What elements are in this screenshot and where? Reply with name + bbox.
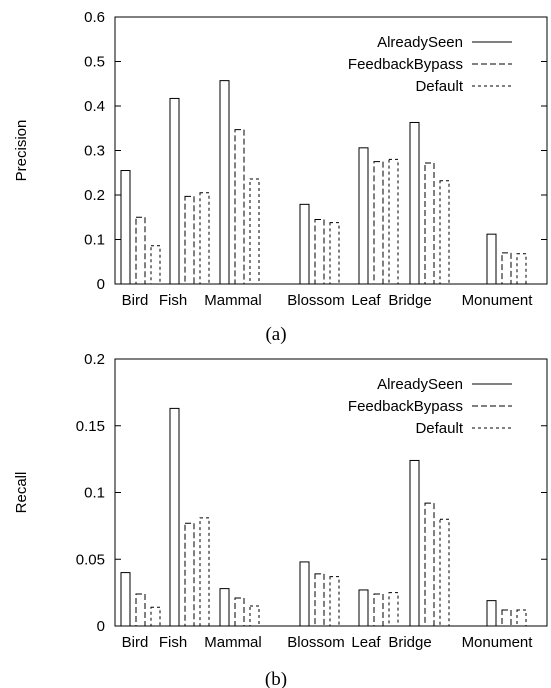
- y-tick-label: 0.2: [84, 187, 105, 204]
- x-tick-label: Mammal: [204, 634, 262, 651]
- bar-monument-default: [516, 253, 527, 285]
- bar-monument-default: [516, 609, 527, 627]
- bar-blossom-feedbackbypass: [314, 218, 325, 285]
- bar-monument-alreadyseen: [486, 600, 497, 627]
- bar-bird-feedbackbypass: [135, 593, 146, 627]
- bar-mammal-default: [249, 605, 260, 627]
- bar-bridge-alreadyseen: [409, 459, 420, 627]
- y-tick-label: 0.3: [84, 143, 105, 160]
- y-tick-label: 0.2: [84, 351, 105, 368]
- y-axis-label: Precision: [13, 120, 30, 182]
- x-tick-label: Bridge: [388, 634, 431, 651]
- bar-fish-alreadyseen: [169, 97, 180, 285]
- bar-bridge-alreadyseen: [409, 121, 420, 285]
- bar-leaf-feedbackbypass: [373, 161, 384, 285]
- plot-frame: [114, 16, 548, 285]
- x-tick-label: Fish: [159, 634, 187, 651]
- bar-leaf-default: [388, 592, 399, 627]
- bar-blossom-alreadyseen: [299, 203, 310, 285]
- bar-bridge-default: [439, 518, 450, 627]
- y-tick-label: 0.5: [84, 54, 105, 71]
- y-tick-label: 0.05: [76, 551, 105, 568]
- legend-label: AlreadySeen: [377, 34, 463, 51]
- bar-bridge-feedbackbypass: [424, 502, 435, 627]
- bar-mammal-alreadyseen: [219, 80, 230, 285]
- bar-mammal-default: [249, 178, 260, 285]
- bar-fish-alreadyseen: [169, 407, 180, 627]
- bar-blossom-default: [329, 576, 340, 627]
- bar-leaf-alreadyseen: [358, 147, 369, 285]
- chart-recall: 0 0.05 0.1 0.15 0.2 Recall Bird Fish Mammal Bloss…: [13, 351, 548, 688]
- x-tick-label: Bridge: [388, 292, 431, 309]
- y-tick-label: 0.6: [84, 9, 105, 26]
- y-tick-label: 0.15: [76, 418, 105, 435]
- x-tick-label: Monument: [462, 292, 534, 309]
- x-tick-label: Fish: [159, 292, 187, 309]
- bar-bird-default: [150, 606, 161, 627]
- x-tick-label: Blossom: [287, 292, 345, 309]
- bar-fish-feedbackbypass: [184, 522, 195, 627]
- bar-monument-feedbackbypass: [501, 609, 512, 627]
- legend-label: FeedbackBypass: [348, 398, 463, 415]
- bar-bird-alreadyseen: [120, 572, 131, 627]
- x-tick-label: Bird: [122, 634, 149, 651]
- bar-bird-feedbackbypass: [135, 216, 146, 285]
- bar-leaf-feedbackbypass: [373, 593, 384, 627]
- bar-fish-feedbackbypass: [184, 195, 195, 285]
- x-tick-label: Bird: [122, 292, 149, 309]
- bar-leaf-alreadyseen: [358, 589, 369, 627]
- y-tick-label: 0: [97, 618, 105, 635]
- bar-bridge-feedbackbypass: [424, 162, 435, 285]
- figure-caption: (b): [265, 669, 287, 688]
- bar-monument-feedbackbypass: [501, 252, 512, 285]
- bar-blossom-default: [329, 222, 340, 285]
- plot-frame: [114, 358, 548, 627]
- bar-mammal-alreadyseen: [219, 588, 230, 627]
- bar-bridge-default: [439, 180, 450, 285]
- x-tick-label: Mammal: [204, 292, 262, 309]
- y-tick-label: 0.1: [84, 485, 105, 502]
- figure-caption: (a): [265, 324, 286, 345]
- bar-fish-default: [199, 192, 210, 285]
- y-tick-label: 0: [97, 276, 105, 293]
- x-tick-label: Leaf: [351, 634, 381, 651]
- bar-monument-alreadyseen: [486, 233, 497, 285]
- bar-fish-default: [199, 517, 210, 627]
- y-tick-label: 0.1: [84, 232, 105, 249]
- bar-bird-default: [150, 245, 161, 285]
- y-axis-label: Recall: [13, 472, 30, 514]
- bar-blossom-alreadyseen: [299, 561, 310, 627]
- bar-blossom-feedbackbypass: [314, 573, 325, 627]
- x-tick-label: Leaf: [351, 292, 381, 309]
- bar-mammal-feedbackbypass: [234, 597, 245, 627]
- chart-precision: 0 0.1 0.2 0.3 0.4 0.5 0.6 Precision Bird Fish Mamm…: [13, 9, 548, 345]
- legend-label: Default: [415, 78, 463, 95]
- legend-label: AlreadySeen: [377, 376, 463, 393]
- x-tick-label: Monument: [462, 634, 534, 651]
- legend-label: Default: [415, 420, 463, 437]
- y-tick-label: 0.4: [84, 98, 105, 115]
- legend-label: FeedbackBypass: [348, 56, 463, 73]
- bar-bird-alreadyseen: [120, 170, 131, 285]
- bar-mammal-feedbackbypass: [234, 129, 245, 285]
- bar-leaf-default: [388, 158, 399, 285]
- x-tick-label: Blossom: [287, 634, 345, 651]
